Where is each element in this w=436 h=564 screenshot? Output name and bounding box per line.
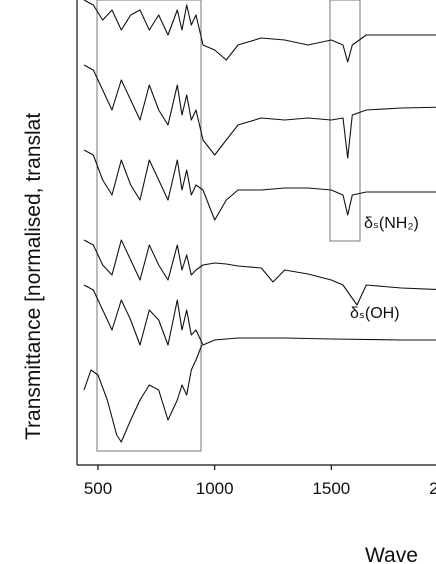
spectrum-line [83, 284, 436, 346]
annotation: δₛ(NH₂) [364, 215, 419, 232]
spectrum-line [83, 0, 436, 63]
x-axis-label: Wave [365, 544, 418, 564]
spectrum-line [83, 149, 436, 221]
region-box [96, 0, 202, 452]
spectrum-line [83, 239, 436, 306]
x-tick-label: 1000 [196, 479, 234, 498]
annotation: δₛ(OH) [350, 305, 400, 322]
x-tick-label: 500 [84, 479, 112, 498]
y-axis-label: Transmittance [normalised, translat [22, 113, 45, 440]
spectrum-line [83, 344, 203, 443]
region-box [329, 0, 361, 242]
x-tick-label: 1500 [312, 479, 350, 498]
x-tick-label: 2000 [429, 479, 436, 498]
spectrum-line [83, 64, 436, 159]
